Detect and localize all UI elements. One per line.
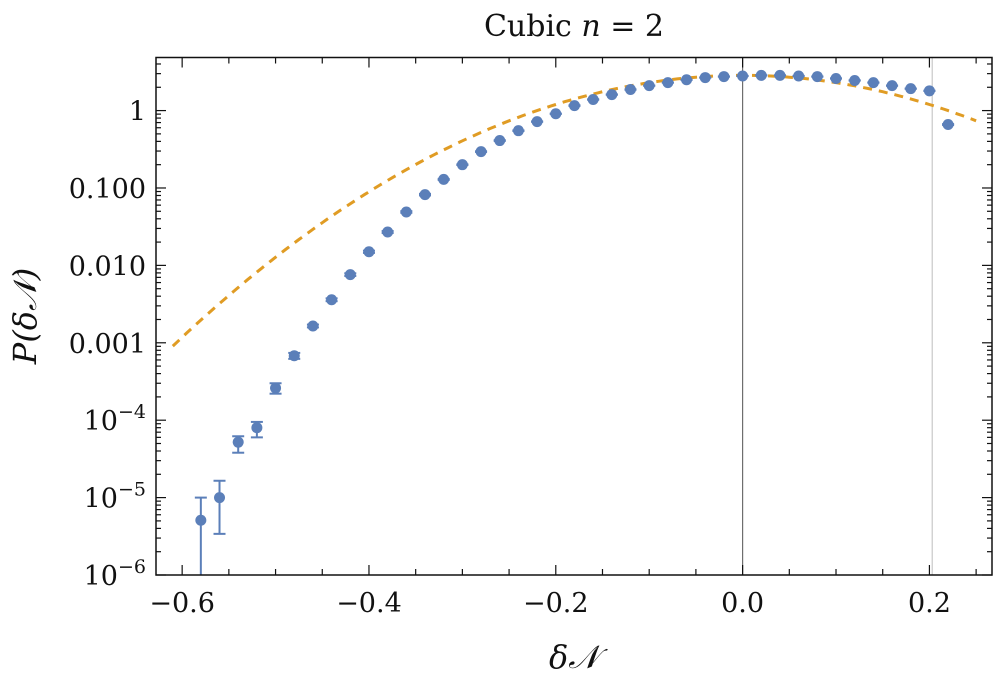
y-tick-label: 10−6: [84, 556, 146, 592]
data-point: [326, 294, 338, 306]
data-point: [550, 108, 562, 120]
data-point: [793, 70, 805, 82]
y-axis: 1 0.100 0.010 0.001 10−4 10−5 10−6: [69, 63, 992, 592]
x-axis: −0.6 −0.4 −0.2 0.0 0.2: [149, 57, 977, 619]
y-tick-label: 0.010: [69, 251, 146, 282]
data-point: [456, 159, 468, 171]
data-point: [886, 80, 898, 92]
x-tick-label: −0.4: [336, 588, 402, 619]
data-point: [587, 94, 599, 106]
reference-lines: [742, 57, 933, 575]
data-point: [662, 77, 674, 89]
data-point: [755, 69, 767, 81]
data-point: [251, 422, 263, 434]
x-tick-label: −0.2: [523, 588, 589, 619]
data-points: [194, 69, 955, 575]
data-point: [195, 514, 207, 526]
data-point: [400, 206, 412, 218]
data-point: [512, 125, 524, 137]
data-point: [718, 71, 730, 83]
data-point: [270, 382, 282, 394]
data-point: [811, 71, 823, 83]
y-tick-label: 1: [129, 97, 146, 128]
data-point: [867, 77, 879, 89]
data-point: [232, 436, 244, 448]
x-axis-label: δ𝒩: [549, 638, 608, 676]
data-point: [344, 269, 356, 281]
data-point: [681, 74, 693, 86]
data-point: [830, 72, 842, 84]
y-tick-label: 0.100: [69, 174, 146, 205]
data-point: [307, 320, 319, 332]
data-point: [737, 70, 749, 82]
data-point: [531, 116, 543, 128]
data-point: [699, 72, 711, 84]
x-tick-label: −0.6: [149, 588, 215, 619]
y-axis-label: P(δ𝒩): [6, 268, 44, 365]
x-tick-label: 0.0: [721, 588, 764, 619]
data-point: [494, 135, 506, 147]
data-point: [419, 189, 431, 201]
y-tick-label: 10−4: [84, 401, 146, 437]
data-point: [774, 69, 786, 81]
chart-title: Cubic n = 2: [484, 9, 664, 44]
plot-frame: [155, 56, 993, 576]
data-point: [214, 492, 226, 504]
data-point: [363, 246, 375, 258]
data-point: [475, 146, 487, 158]
data-point: [905, 83, 917, 95]
data-point: [288, 350, 300, 362]
data-point: [849, 74, 861, 86]
data-point: [606, 89, 618, 101]
y-tick-label: 0.001: [69, 329, 146, 360]
data-point: [923, 85, 935, 97]
data-point: [625, 84, 637, 96]
data-point: [382, 226, 394, 238]
data-point: [438, 173, 450, 185]
x-tick-label: 0.2: [908, 588, 951, 619]
data-point: [568, 100, 580, 112]
gaussian-curve-path: [171, 73, 977, 348]
data-point: [942, 119, 954, 131]
y-tick-label: 10−5: [84, 479, 146, 515]
gaussian-curve: [171, 73, 977, 348]
data-point: [643, 80, 655, 92]
